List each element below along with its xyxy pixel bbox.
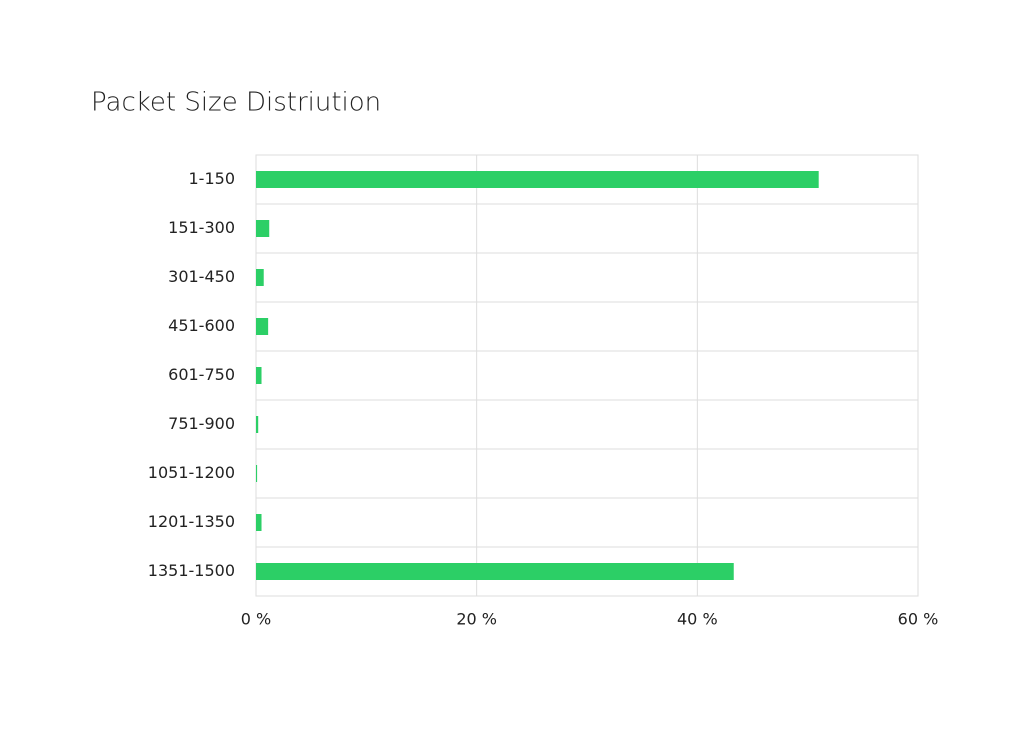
y-tick-label: 751-900 (168, 414, 235, 433)
y-tick-label: 151-300 (168, 218, 235, 237)
bar (256, 171, 819, 188)
x-tick-label: 0 % (241, 610, 271, 629)
x-tick-label: 20 % (456, 610, 497, 629)
y-tick-label: 1-150 (189, 169, 236, 188)
y-tick-label: 1351-1500 (148, 561, 235, 580)
bar (256, 269, 264, 286)
bar (256, 514, 262, 531)
bar (256, 220, 270, 237)
y-tick-label: 451-600 (168, 316, 235, 335)
bar (256, 318, 269, 335)
bar (256, 367, 262, 384)
chart-title: Packet Size Distriution (91, 88, 381, 118)
bar (256, 465, 258, 482)
bar (256, 416, 259, 433)
y-tick-label: 1201-1350 (148, 512, 235, 531)
x-tick-label: 40 % (677, 610, 718, 629)
y-tick-label: 1051-1200 (148, 463, 235, 482)
y-tick-label: 301-450 (168, 267, 235, 286)
x-tick-label: 60 % (898, 610, 939, 629)
plot-border (255, 154, 919, 597)
bar (256, 563, 734, 580)
y-tick-label: 601-750 (168, 365, 235, 384)
